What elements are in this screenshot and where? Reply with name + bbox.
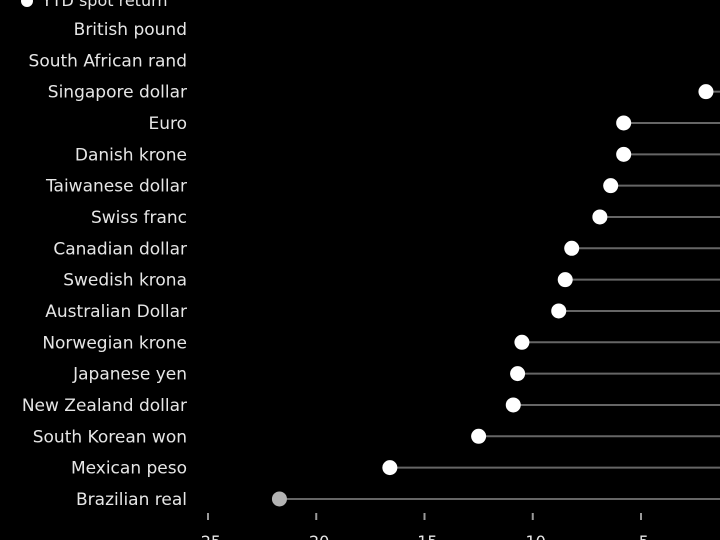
legend: YTD spot return xyxy=(21,0,168,10)
category-label-1: South African rand xyxy=(29,51,187,71)
category-label-3: Euro xyxy=(148,114,187,134)
data-point-3 xyxy=(616,115,632,131)
data-point-9 xyxy=(551,303,567,319)
category-label-0: British pound xyxy=(74,20,187,40)
category-label-14: Mexican peso xyxy=(71,459,187,479)
x-axis: -25 -20 -15 -10 -5 xyxy=(195,513,649,540)
category-label-9: Australian Dollar xyxy=(45,302,187,322)
category-label-4: Danish krone xyxy=(75,145,187,165)
category-label-15: Brazilian real xyxy=(76,490,187,510)
category-label-2: Singapore dollar xyxy=(48,83,187,103)
legend-marker xyxy=(21,0,33,7)
x-tick-label-1: -20 xyxy=(303,532,329,540)
data-point-13 xyxy=(471,428,487,444)
category-label-7: Canadian dollar xyxy=(53,239,187,259)
category-label-10: Norwegian krone xyxy=(42,333,187,353)
legend-label: YTD spot return xyxy=(41,0,168,10)
category-label-13: South Korean won xyxy=(33,427,187,447)
category-label-11: Japanese yen xyxy=(72,365,187,385)
data-point-4 xyxy=(616,146,632,162)
stems xyxy=(279,90,720,500)
data-point-11 xyxy=(510,366,526,382)
category-labels: British pound South African rand Singapore… xyxy=(22,20,187,510)
points xyxy=(271,84,714,507)
category-label-8: Swedish krona xyxy=(63,271,187,291)
data-point-7 xyxy=(564,240,580,256)
data-point-2 xyxy=(698,84,714,100)
x-tick-label-3: -10 xyxy=(520,532,546,540)
x-tick-label-2: -15 xyxy=(411,532,437,540)
data-point-8 xyxy=(557,272,573,288)
data-point-14 xyxy=(382,460,398,476)
x-tick-label-4: -5 xyxy=(633,532,649,540)
data-point-12 xyxy=(505,397,521,413)
category-label-12: New Zealand dollar xyxy=(22,396,187,416)
data-point-15 xyxy=(271,491,287,507)
category-label-5: Taiwanese dollar xyxy=(45,177,187,197)
category-label-6: Swiss franc xyxy=(91,208,187,228)
data-point-10 xyxy=(514,334,530,350)
x-tick-label-0: -25 xyxy=(195,532,221,540)
data-point-6 xyxy=(592,209,608,225)
data-point-5 xyxy=(603,178,619,194)
